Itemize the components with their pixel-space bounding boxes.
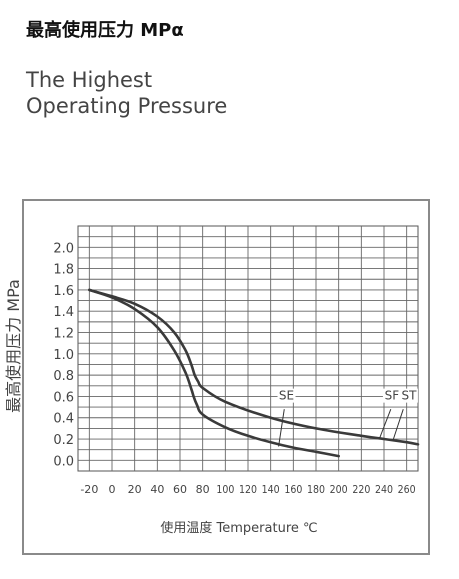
page-title-en-line2: Operating Pressure (26, 94, 228, 118)
y-tick-label: 0.2 (53, 433, 74, 448)
x-tick-label: 220 (352, 483, 370, 496)
y-tick-label: 0.6 (53, 390, 74, 405)
annotation-leader (278, 409, 285, 447)
x-tick-label: 140 (262, 483, 280, 496)
annotation-leader (379, 409, 392, 439)
annotation-bg (277, 388, 296, 403)
page-title-en-line1: The Highest (26, 68, 153, 92)
x-tick-label: -20 (80, 483, 98, 496)
y-tick-label: 1.0 (53, 348, 74, 363)
y-axis-label: 最高使用压力 MPa (4, 279, 23, 413)
x-tick-label: 200 (330, 483, 348, 496)
page-title-cn: 最高使用压力 MPα (26, 20, 184, 41)
y-tick-label: 0.4 (53, 412, 74, 427)
y-tick-label: 0.8 (53, 369, 74, 384)
series-line-se (88, 288, 340, 458)
y-tick-label: 2.0 (53, 241, 74, 256)
x-tick-label: 120 (239, 483, 257, 496)
annotation-label-st: ST (401, 389, 417, 403)
y-tick-label: 1.4 (53, 305, 74, 320)
x-tick-label: 80 (196, 483, 210, 496)
series-line-sf-st (88, 288, 420, 446)
x-tick-label: 160 (284, 483, 302, 496)
x-tick-label: 40 (150, 483, 164, 496)
y-tick-label: 1.6 (53, 284, 74, 299)
x-tick-label: 180 (307, 483, 325, 496)
x-tick-label: 0 (109, 483, 116, 496)
x-tick-label: 260 (398, 483, 416, 496)
annotation-bg (399, 388, 418, 403)
y-tick-label: 1.2 (53, 327, 74, 342)
x-axis-label: 使用温度 Temperature ℃ (160, 521, 318, 536)
annotation-label-se: SE (279, 389, 294, 403)
annotation-leader (392, 409, 404, 441)
page-title-en: The Highest Operating Pressure (26, 67, 227, 119)
y-tick-label: 1.8 (53, 263, 74, 278)
x-tick-label: 240 (375, 483, 393, 496)
x-tick-label: 100 (216, 483, 234, 496)
annotation-bg (382, 388, 401, 403)
x-tick-label: 60 (173, 483, 187, 496)
y-tick-label: 0.0 (53, 454, 74, 469)
chart-frame (22, 199, 430, 555)
annotation-label-sf: SF (385, 389, 400, 403)
x-tick-label: 20 (128, 483, 142, 496)
